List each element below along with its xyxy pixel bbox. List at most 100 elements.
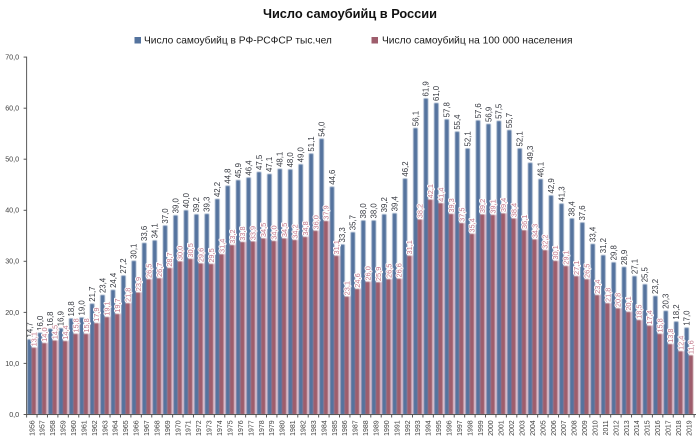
svg-text:37,0: 37,0 (161, 208, 170, 224)
svg-text:19,7: 19,7 (113, 298, 122, 312)
svg-text:1972: 1972 (196, 420, 203, 436)
svg-text:26,0: 26,0 (363, 266, 372, 280)
svg-text:41,3: 41,3 (557, 186, 566, 201)
svg-text:2017: 2017 (666, 420, 673, 436)
svg-text:33,6: 33,6 (140, 226, 149, 241)
svg-text:1975: 1975 (227, 420, 234, 436)
svg-text:27,2: 27,2 (119, 258, 128, 273)
svg-text:48,1: 48,1 (276, 152, 285, 167)
svg-text:49,0: 49,0 (297, 146, 306, 162)
svg-text:1983: 1983 (311, 420, 318, 436)
svg-text:23,1: 23,1 (343, 281, 352, 295)
svg-text:17,4: 17,4 (645, 310, 654, 324)
svg-text:44,6: 44,6 (328, 170, 337, 185)
svg-text:2009: 2009 (582, 420, 589, 436)
svg-text:1980: 1980 (280, 420, 287, 436)
svg-text:39,2: 39,2 (380, 197, 389, 212)
svg-text:1965: 1965 (123, 420, 130, 436)
svg-text:2007: 2007 (561, 420, 568, 436)
svg-text:38,0: 38,0 (370, 203, 379, 219)
svg-text:27,1: 27,1 (630, 259, 639, 274)
svg-text:47,5: 47,5 (255, 154, 264, 170)
svg-text:42,1: 42,1 (426, 184, 435, 198)
svg-text:55,4: 55,4 (453, 114, 462, 130)
svg-text:Число самоубийц в России: Число самоубийц в России (263, 6, 437, 21)
svg-text:24,6: 24,6 (353, 273, 362, 287)
svg-text:15,8: 15,8 (82, 318, 91, 332)
svg-text:1979: 1979 (269, 420, 276, 436)
svg-text:49,3: 49,3 (526, 146, 535, 161)
svg-text:2004: 2004 (530, 420, 537, 436)
svg-text:33,9: 33,9 (249, 226, 258, 240)
svg-text:14,0: 14,0 (40, 327, 49, 341)
svg-text:2015: 2015 (645, 420, 652, 436)
svg-text:33,4: 33,4 (589, 226, 598, 242)
svg-text:1984: 1984 (321, 420, 328, 436)
svg-text:26,5: 26,5 (582, 264, 591, 278)
svg-text:21,8: 21,8 (603, 288, 612, 302)
svg-text:2001: 2001 (499, 420, 506, 436)
svg-text:38,4: 38,4 (509, 203, 518, 217)
svg-text:45,9: 45,9 (234, 163, 243, 178)
svg-text:1957: 1957 (40, 420, 47, 436)
svg-text:56,1: 56,1 (411, 111, 420, 126)
svg-text:1995: 1995 (436, 420, 443, 436)
svg-text:38,0: 38,0 (359, 203, 368, 219)
svg-text:1998: 1998 (467, 420, 474, 436)
svg-text:11,6: 11,6 (687, 340, 696, 354)
svg-text:2011: 2011 (603, 420, 610, 435)
svg-text:55,7: 55,7 (505, 113, 514, 128)
svg-text:1967: 1967 (144, 420, 151, 436)
svg-text:34,3: 34,3 (530, 224, 539, 238)
svg-text:1968: 1968 (154, 420, 161, 436)
svg-text:1962: 1962 (92, 420, 99, 436)
svg-text:57,6: 57,6 (474, 103, 483, 118)
svg-text:2014: 2014 (634, 420, 641, 436)
svg-text:2005: 2005 (540, 420, 547, 436)
svg-text:48,0: 48,0 (286, 152, 295, 168)
svg-text:1976: 1976 (238, 420, 245, 436)
svg-text:2008: 2008 (572, 420, 579, 436)
svg-text:2018: 2018 (676, 420, 683, 436)
svg-text:2019: 2019 (686, 420, 693, 436)
svg-text:57,8: 57,8 (443, 102, 452, 117)
svg-text:25,9: 25,9 (374, 267, 383, 281)
svg-text:30,0: 30,0 (5, 257, 19, 266)
svg-text:40,0: 40,0 (182, 192, 191, 208)
svg-text:28,9: 28,9 (620, 250, 629, 265)
svg-text:33,8: 33,8 (238, 226, 247, 240)
svg-text:52,1: 52,1 (516, 131, 525, 146)
svg-text:31,1: 31,1 (405, 240, 414, 254)
svg-text:1977: 1977 (248, 420, 255, 436)
svg-text:34,5: 34,5 (280, 223, 289, 237)
svg-text:19,0: 19,0 (78, 300, 87, 316)
svg-text:18,2: 18,2 (672, 304, 681, 319)
svg-text:50,0: 50,0 (5, 155, 19, 164)
svg-text:1993: 1993 (415, 420, 422, 436)
svg-text:25,5: 25,5 (641, 266, 650, 282)
svg-text:10,0: 10,0 (5, 359, 19, 368)
svg-text:46,4: 46,4 (244, 160, 253, 176)
svg-text:2013: 2013 (624, 420, 631, 436)
svg-text:13,1: 13,1 (30, 332, 39, 346)
svg-text:29,6: 29,6 (197, 248, 206, 262)
svg-text:1997: 1997 (457, 420, 464, 436)
svg-text:30,1: 30,1 (130, 244, 139, 259)
svg-text:26,6: 26,6 (395, 263, 404, 277)
svg-text:1985: 1985 (332, 420, 339, 436)
svg-text:34,2: 34,2 (290, 224, 299, 238)
svg-text:17,9: 17,9 (92, 308, 101, 322)
svg-text:60,0: 60,0 (5, 104, 19, 113)
svg-text:2003: 2003 (520, 420, 527, 436)
svg-text:20,1: 20,1 (624, 296, 633, 310)
svg-text:56,9: 56,9 (484, 107, 493, 122)
svg-text:29,5: 29,5 (207, 248, 216, 262)
svg-text:1971: 1971 (186, 420, 193, 436)
svg-text:37,5: 37,5 (457, 207, 466, 221)
svg-text:39,0: 39,0 (171, 198, 180, 214)
svg-text:20,8: 20,8 (614, 293, 623, 307)
svg-text:30,0: 30,0 (176, 246, 185, 260)
svg-text:47,1: 47,1 (265, 157, 274, 172)
svg-text:39,1: 39,1 (489, 199, 498, 213)
svg-text:34,1: 34,1 (151, 223, 160, 238)
